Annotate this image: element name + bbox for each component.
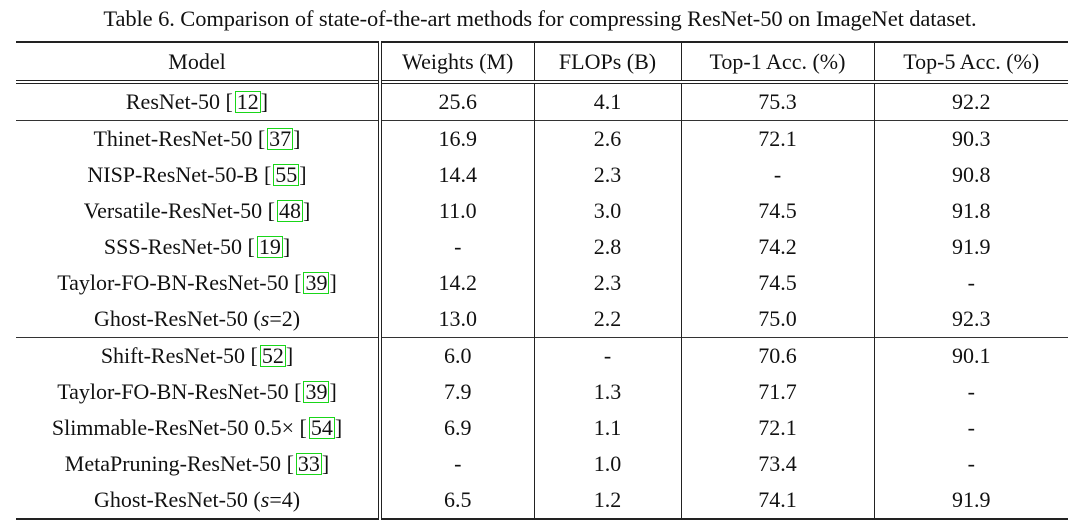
top5-cell: 90.3	[874, 120, 1068, 157]
table-row: Taylor-FO-BN-ResNet-50 [39] 14.2 2.3 74.…	[16, 265, 1068, 301]
weights-cell: 6.9	[380, 410, 535, 446]
citation-link[interactable]: 12	[234, 89, 261, 114]
header-model: Model	[16, 41, 382, 82]
flops-cell: 4.1	[534, 80, 682, 121]
flops-cell: 1.1	[534, 410, 682, 446]
citation-link[interactable]: 39	[303, 270, 330, 295]
weights-cell: 16.9	[380, 120, 535, 157]
top1-cell: 73.4	[681, 446, 875, 482]
table-row: NISP-ResNet-50-B [55] 14.4 2.3 - 90.8	[16, 157, 1068, 193]
weights-cell: -	[380, 229, 535, 265]
table-row: Thinet-ResNet-50 [37] 16.9 2.6 72.1 90.3	[16, 120, 1068, 157]
citation-link[interactable]: 37	[267, 126, 294, 151]
citation-link[interactable]: 52	[259, 343, 286, 368]
header-top5: Top-5 Acc. (%)	[874, 41, 1068, 82]
weights-cell: 7.9	[380, 374, 535, 410]
model-cell: Shift-ResNet-50 [52]	[16, 337, 382, 374]
model-cell: Ghost-ResNet-50 (s=2)	[16, 301, 382, 338]
model-cell: SSS-ResNet-50 [19]	[16, 229, 382, 265]
model-cell: ResNet-50 [12]	[16, 80, 382, 121]
table-row: Shift-ResNet-50 [52] 6.0 - 70.6 90.1	[16, 337, 1068, 374]
header-weights: Weights (M)	[380, 41, 535, 82]
top5-cell: 92.3	[952, 306, 991, 331]
top1-cell: 72.1	[681, 410, 875, 446]
table-row: Ghost-ResNet-50 (s=2) 13.0 2.2 75.0 92.3	[16, 301, 1068, 338]
citation-link[interactable]: 33	[295, 451, 322, 476]
top5-cell: -	[967, 270, 975, 295]
model-cell: NISP-ResNet-50-B [55]	[16, 157, 382, 193]
weights-cell: 25.6	[380, 80, 535, 121]
top1-cell: 74.2	[681, 229, 875, 265]
citation-link[interactable]: 19	[256, 234, 283, 259]
weights-cell: 11.0	[380, 193, 535, 229]
header-top1: Top-1 Acc. (%)	[681, 41, 875, 82]
table-row: ResNet-50 [12] 25.6 4.1 75.3 92.2	[16, 80, 1068, 121]
top1-cell: 71.7	[681, 374, 875, 410]
flops-cell: 3.0	[534, 193, 682, 229]
model-cell: Versatile-ResNet-50 [48]	[16, 193, 382, 229]
top1-cell: 75.0	[681, 301, 875, 338]
top5-cell: 91.9	[952, 234, 991, 259]
flops-cell: 1.3	[534, 374, 682, 410]
table-row: MetaPruning-ResNet-50 [33] - 1.0 73.4 -	[16, 446, 1068, 482]
flops-cell: 2.2	[534, 301, 682, 338]
table-row: Slimmable-ResNet-50 0.5× [54] 6.9 1.1 72…	[16, 410, 1068, 446]
top5-cell: 90.8	[952, 162, 991, 187]
citation-link[interactable]: 54	[308, 415, 335, 440]
top1-cell: 70.6	[681, 337, 875, 374]
flops-cell: 2.6	[534, 120, 682, 157]
flops-cell: 2.3	[534, 157, 682, 193]
table-row: Ghost-ResNet-50 (s=4) 6.5 1.2 74.1 91.9	[16, 482, 1068, 520]
model-cell: MetaPruning-ResNet-50 [33]	[16, 446, 382, 482]
top1-cell: 74.5	[681, 265, 875, 301]
model-cell: Taylor-FO-BN-ResNet-50 [39]	[16, 265, 382, 301]
top5-cell: -	[967, 379, 975, 404]
top1-cell: 72.1	[681, 120, 875, 157]
flops-cell: 1.0	[534, 446, 682, 482]
table-row: Versatile-ResNet-50 [48] 11.0 3.0 74.5 9…	[16, 193, 1068, 229]
model-cell: Ghost-ResNet-50 (s=4)	[16, 482, 382, 520]
weights-cell: 14.4	[380, 157, 535, 193]
top5-cell: 91.9	[874, 482, 1068, 520]
citation-link[interactable]: 55	[273, 162, 300, 187]
weights-cell: 6.5	[380, 482, 535, 520]
citation-link[interactable]: 39	[303, 379, 330, 404]
weights-cell: 14.2	[380, 265, 535, 301]
results-table: Model Weights (M) FLOPs (B) Top-1 Acc. (…	[16, 41, 1068, 520]
flops-cell: 1.2	[534, 482, 682, 520]
table-row: Taylor-FO-BN-ResNet-50 [39] 7.9 1.3 71.7…	[16, 374, 1068, 410]
flops-cell: -	[534, 337, 682, 374]
flops-cell: 2.8	[534, 229, 682, 265]
top1-cell: 75.3	[681, 80, 875, 121]
weights-cell: 6.0	[380, 337, 535, 374]
top5-cell: -	[967, 451, 975, 476]
weights-cell: 13.0	[380, 301, 535, 338]
top1-cell: 74.5	[681, 193, 875, 229]
top5-cell: 91.8	[952, 198, 991, 223]
top5-cell: 90.1	[874, 337, 1068, 374]
header-row: Model Weights (M) FLOPs (B) Top-1 Acc. (…	[16, 41, 1068, 82]
header-flops: FLOPs (B)	[534, 41, 682, 82]
model-cell: Slimmable-ResNet-50 0.5× [54]	[16, 410, 382, 446]
table-caption: Table 6. Comparison of state-of-the-art …	[103, 6, 977, 31]
flops-cell: 2.3	[534, 265, 682, 301]
model-cell: Taylor-FO-BN-ResNet-50 [39]	[16, 374, 382, 410]
top1-cell: 74.1	[681, 482, 875, 520]
top5-cell: -	[967, 415, 975, 440]
top5-cell: 92.2	[874, 80, 1068, 121]
model-cell: Thinet-ResNet-50 [37]	[16, 120, 382, 157]
table-row: SSS-ResNet-50 [19] - 2.8 74.2 91.9	[16, 229, 1068, 265]
citation-link[interactable]: 48	[276, 198, 303, 223]
weights-cell: -	[380, 446, 535, 482]
top1-cell: -	[681, 157, 875, 193]
